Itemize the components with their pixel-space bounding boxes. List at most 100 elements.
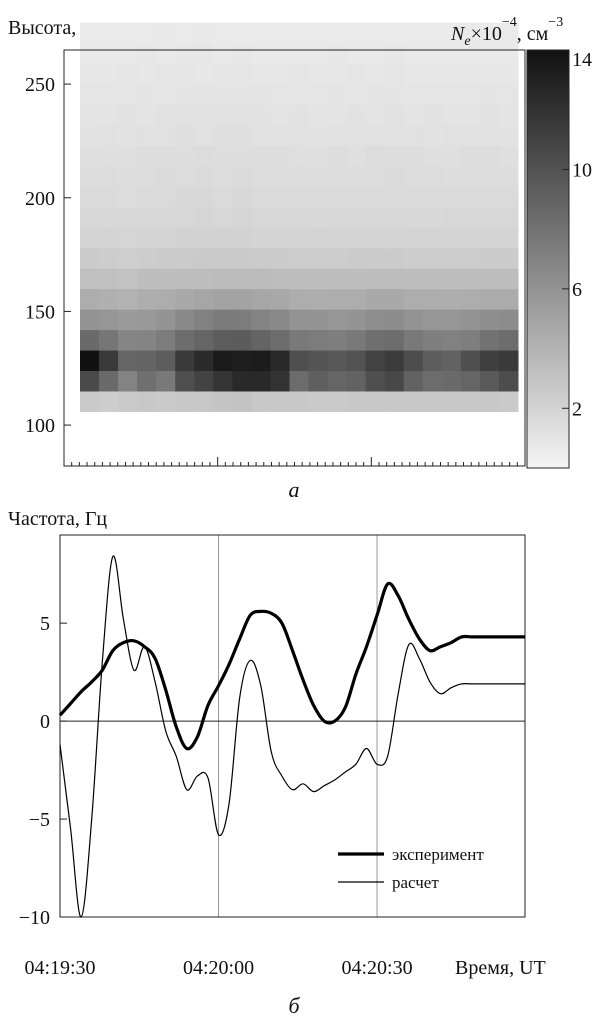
heatmap-cell <box>403 84 424 106</box>
heatmap-cell <box>270 350 290 372</box>
heatmap-cell <box>80 329 100 351</box>
heatmap-cell <box>175 84 195 106</box>
heatmap-cell <box>80 309 100 331</box>
heatmap-cell <box>308 288 329 310</box>
heatmap-cell <box>156 104 176 126</box>
heatmap-cell <box>403 350 424 372</box>
heatmap-cell <box>194 227 214 249</box>
heatmap-cell <box>308 165 329 187</box>
heatmap-cell <box>289 350 310 372</box>
heatmap-cell <box>441 309 462 331</box>
heatmap-cell <box>118 43 138 65</box>
heatmap-cell <box>270 390 290 412</box>
heatmap-cell <box>118 309 138 331</box>
heatmap-cell <box>118 370 138 392</box>
heatmap-cell <box>156 268 176 290</box>
heatmap-cell <box>498 43 519 65</box>
heatmap-cell <box>422 247 443 269</box>
heatmap-cell <box>175 145 195 167</box>
heatmap-cell <box>346 288 367 310</box>
heatmap-cell <box>99 43 119 65</box>
heatmap-cell <box>194 43 214 65</box>
heatmap-cell <box>346 104 367 126</box>
heatmap-cell <box>194 206 214 228</box>
heatmap-cell <box>194 370 214 392</box>
heatmap-cell <box>403 206 424 228</box>
heatmap-cell <box>80 370 100 392</box>
heatmap-cell <box>441 350 462 372</box>
colorbar <box>526 49 570 469</box>
heatmap-cell <box>99 165 119 187</box>
heatmap-cell <box>232 206 252 228</box>
heatmap-cell <box>99 268 119 290</box>
heatmap-cell <box>194 22 214 44</box>
heatmap-cell <box>422 288 443 310</box>
heatmap-cell <box>232 350 252 372</box>
heatmap-cell <box>498 247 519 269</box>
heatmap-cell <box>384 309 405 331</box>
heatmap-cell <box>403 43 424 65</box>
heatmap-cell <box>346 206 367 228</box>
heatmap-cell <box>137 247 157 269</box>
heatmap-cell <box>308 206 329 228</box>
heatmap-cell <box>213 84 233 106</box>
heatmap-cell <box>270 63 290 85</box>
heatmap-cell <box>137 288 157 310</box>
heatmap-cell <box>498 165 519 187</box>
heatmap-cell <box>441 43 462 65</box>
heatmap-cell <box>479 125 500 146</box>
heatmap-cell <box>175 104 195 126</box>
heatmap-cell <box>498 125 519 146</box>
heatmap-cell <box>137 329 157 351</box>
heatmap-cell <box>422 268 443 290</box>
heatmap-cell <box>479 390 500 412</box>
heatmap-cell <box>327 22 348 44</box>
heatmap-cell <box>289 22 310 44</box>
heatmap-cell <box>403 329 424 351</box>
heatmap-cell <box>441 104 462 126</box>
heatmap-cell <box>213 104 233 126</box>
line-x-tick-label: 04:19:30 <box>24 957 95 979</box>
heatmap-cell <box>384 43 405 65</box>
heatmap-cell <box>289 206 310 228</box>
heatmap-cell <box>213 309 233 331</box>
heatmap-cell <box>460 288 481 310</box>
heatmap-cell <box>327 390 348 412</box>
heatmap-y-tick-label: 150 <box>25 301 55 323</box>
heatmap-cell <box>460 247 481 269</box>
heatmap-cell <box>308 125 329 146</box>
heatmap-cell <box>460 63 481 85</box>
heatmap-cell <box>289 268 310 290</box>
heatmap-cell <box>156 370 176 392</box>
heatmap-cell <box>251 206 271 228</box>
heatmap-cell <box>99 227 119 249</box>
heatmap-cell <box>80 84 100 106</box>
heatmap-cell <box>441 165 462 187</box>
heatmap-cell <box>441 268 462 290</box>
heatmap-cell <box>365 247 386 269</box>
heatmap-cell <box>403 268 424 290</box>
heatmap-cell <box>365 145 386 167</box>
heatmap-cell <box>498 329 519 351</box>
heatmap-cell <box>460 206 481 228</box>
heatmap-cell <box>327 104 348 126</box>
heatmap-cell <box>441 227 462 249</box>
heatmap-cell <box>403 247 424 269</box>
heatmap-cell <box>384 165 405 187</box>
heatmap-cell <box>346 329 367 351</box>
heatmap-cell <box>251 247 271 269</box>
heatmap-cell <box>479 84 500 106</box>
heatmap-cell <box>289 309 310 331</box>
heatmap-cell <box>460 309 481 331</box>
heatmap-cell <box>346 63 367 85</box>
heatmap-cell <box>403 370 424 392</box>
heatmap-cell <box>384 247 405 269</box>
heatmap-cell <box>99 247 119 269</box>
heatmap-cell <box>289 63 310 85</box>
heatmap-cell <box>365 268 386 290</box>
heatmap-cell <box>251 104 271 126</box>
heatmap-cell <box>99 350 119 372</box>
heatmap-cell <box>80 350 100 372</box>
heatmap-cell <box>175 43 195 65</box>
heatmap-cell <box>289 329 310 351</box>
